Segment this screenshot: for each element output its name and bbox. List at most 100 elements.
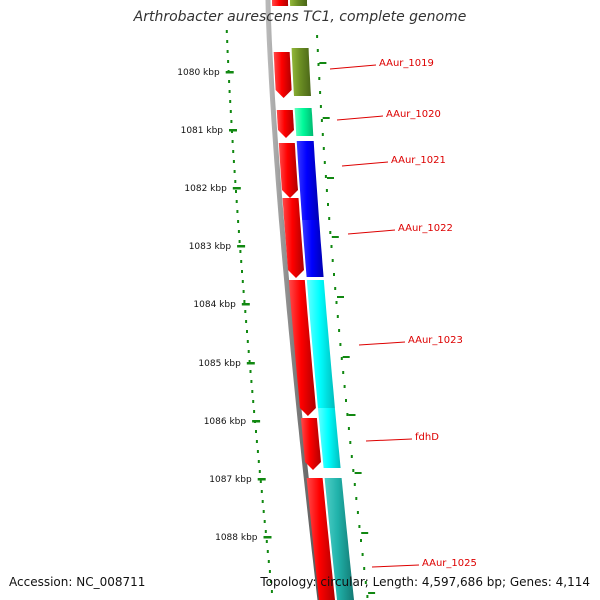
ruler-dot: [242, 290, 245, 293]
ruler-dot: [235, 190, 237, 193]
ruler-dot: [252, 400, 255, 403]
outer-dot: [320, 119, 323, 122]
outer-dot: [356, 511, 359, 514]
outer-major-tick: [319, 62, 327, 64]
ruler-dot: [227, 60, 230, 63]
ruler-dot: [244, 310, 247, 313]
ruler-dot: [236, 210, 239, 213]
ruler-tick-label: 1088 kbp: [215, 533, 258, 543]
gene-label: AAur_1022: [398, 223, 453, 234]
ruler-dot: [263, 520, 266, 523]
ruler-dot: [237, 220, 240, 223]
outer-dot: [319, 91, 322, 94]
ruler-tick-label: 1083 kbp: [189, 242, 232, 252]
ruler-major-tick: [232, 187, 241, 190]
ruler-major-tick: [263, 536, 272, 539]
outer-major-tick: [361, 532, 369, 534]
outer-major-tick: [348, 414, 356, 416]
ruler-dot: [238, 240, 241, 243]
ruler-dot: [260, 490, 263, 493]
outer-dot: [360, 539, 362, 542]
outer-dot: [361, 553, 364, 556]
ruler-major-tick: [229, 129, 237, 132]
outer-dot: [335, 301, 338, 304]
outer-dot: [321, 133, 324, 136]
ruler-dot: [226, 40, 229, 43]
outer-dot: [346, 413, 349, 416]
ruler-dot: [229, 100, 232, 103]
genome-summary-text: Topology: circular; Length: 4,597,686 bp…: [260, 575, 590, 589]
outer-dot: [331, 259, 334, 262]
gene-feature-band: [294, 108, 314, 136]
label-leader-line: [371, 564, 420, 568]
outer-dot: [328, 217, 331, 220]
ruler-dot: [232, 160, 235, 163]
ruler-dot: [269, 580, 272, 583]
genome-backbone-arc: [265, 0, 323, 600]
ruler-tick-label: 1082 kbp: [184, 184, 227, 194]
outer-dot: [345, 399, 347, 402]
outer-major-tick: [322, 117, 330, 119]
label-leader-line: [329, 64, 377, 70]
outer-dot: [318, 77, 321, 80]
ruler-ticks: 1080 kbp 1081 kbp 1082 kbp 1083 kbp 1084 kbp…: [177, 68, 272, 543]
ruler-dot: [229, 110, 232, 113]
outer-dotted-track: [316, 35, 376, 598]
ruler-major-tick: [237, 245, 246, 248]
ruler-dot: [232, 150, 235, 153]
gene-arrow: [288, 280, 316, 416]
ruler-dot: [241, 280, 244, 283]
ruler-dot: [264, 530, 267, 533]
ruler-dot: [247, 350, 250, 353]
gene-feature-band: [302, 220, 324, 277]
ruler-major-tick: [246, 362, 255, 365]
ruler-dot: [255, 430, 257, 433]
gene-label: AAur_1020: [386, 109, 441, 120]
gene-label: AAur_1025: [422, 558, 477, 569]
ruler-major-tick: [225, 71, 234, 74]
outer-major-tick: [354, 472, 362, 474]
ruler-dot: [249, 370, 252, 373]
gene-arrow: [300, 418, 321, 470]
gene-labels: AAur_1019 AAur_1020 AAur_1021 AAur_1022 AAur…: [329, 58, 477, 569]
gene-feature-band: [324, 478, 354, 600]
outer-dot: [340, 357, 343, 360]
ruler-dot: [259, 480, 262, 483]
outer-dot: [339, 343, 342, 346]
ruler-major-tick: [241, 303, 250, 306]
label-leader-line: [358, 341, 406, 346]
ruler-dot: [256, 450, 259, 453]
outer-dot: [364, 581, 367, 584]
outer-dot: [352, 469, 355, 472]
gene-label: fdhD: [415, 432, 439, 443]
outer-dot: [329, 231, 332, 234]
ruler-dot: [240, 260, 243, 263]
outer-dot: [324, 175, 327, 178]
outer-major-tick: [327, 177, 334, 179]
ruler-dot: [231, 140, 234, 143]
ruler-dot: [255, 440, 258, 443]
ruler-dot: [250, 380, 253, 383]
outer-dot: [355, 497, 358, 500]
outer-major-tick: [331, 236, 339, 238]
ruler-dot: [246, 330, 248, 333]
outer-dot: [338, 329, 341, 332]
map-title: Arthrobacter aurescens TC1, complete gen…: [133, 9, 467, 25]
ruler-dot: [245, 320, 248, 323]
gene-feature-band: [296, 141, 320, 220]
outer-dot: [350, 455, 353, 458]
gene-feature-band: [317, 408, 341, 468]
ruler-dotted-track: [225, 30, 273, 593]
ruler-dot: [237, 230, 240, 233]
outer-dot: [323, 161, 326, 164]
ruler-major-tick: [257, 478, 266, 481]
ruler-dot: [262, 510, 265, 513]
ruler-tick-label: 1084 kbp: [193, 300, 236, 310]
gene-feature-band: [291, 48, 311, 96]
outer-dot: [347, 427, 350, 430]
ruler-dot: [268, 570, 271, 573]
ruler-dot: [266, 550, 269, 553]
outer-dot: [334, 287, 337, 290]
outer-dot: [317, 63, 320, 66]
ruler-tick-label: 1086 kbp: [204, 417, 247, 427]
